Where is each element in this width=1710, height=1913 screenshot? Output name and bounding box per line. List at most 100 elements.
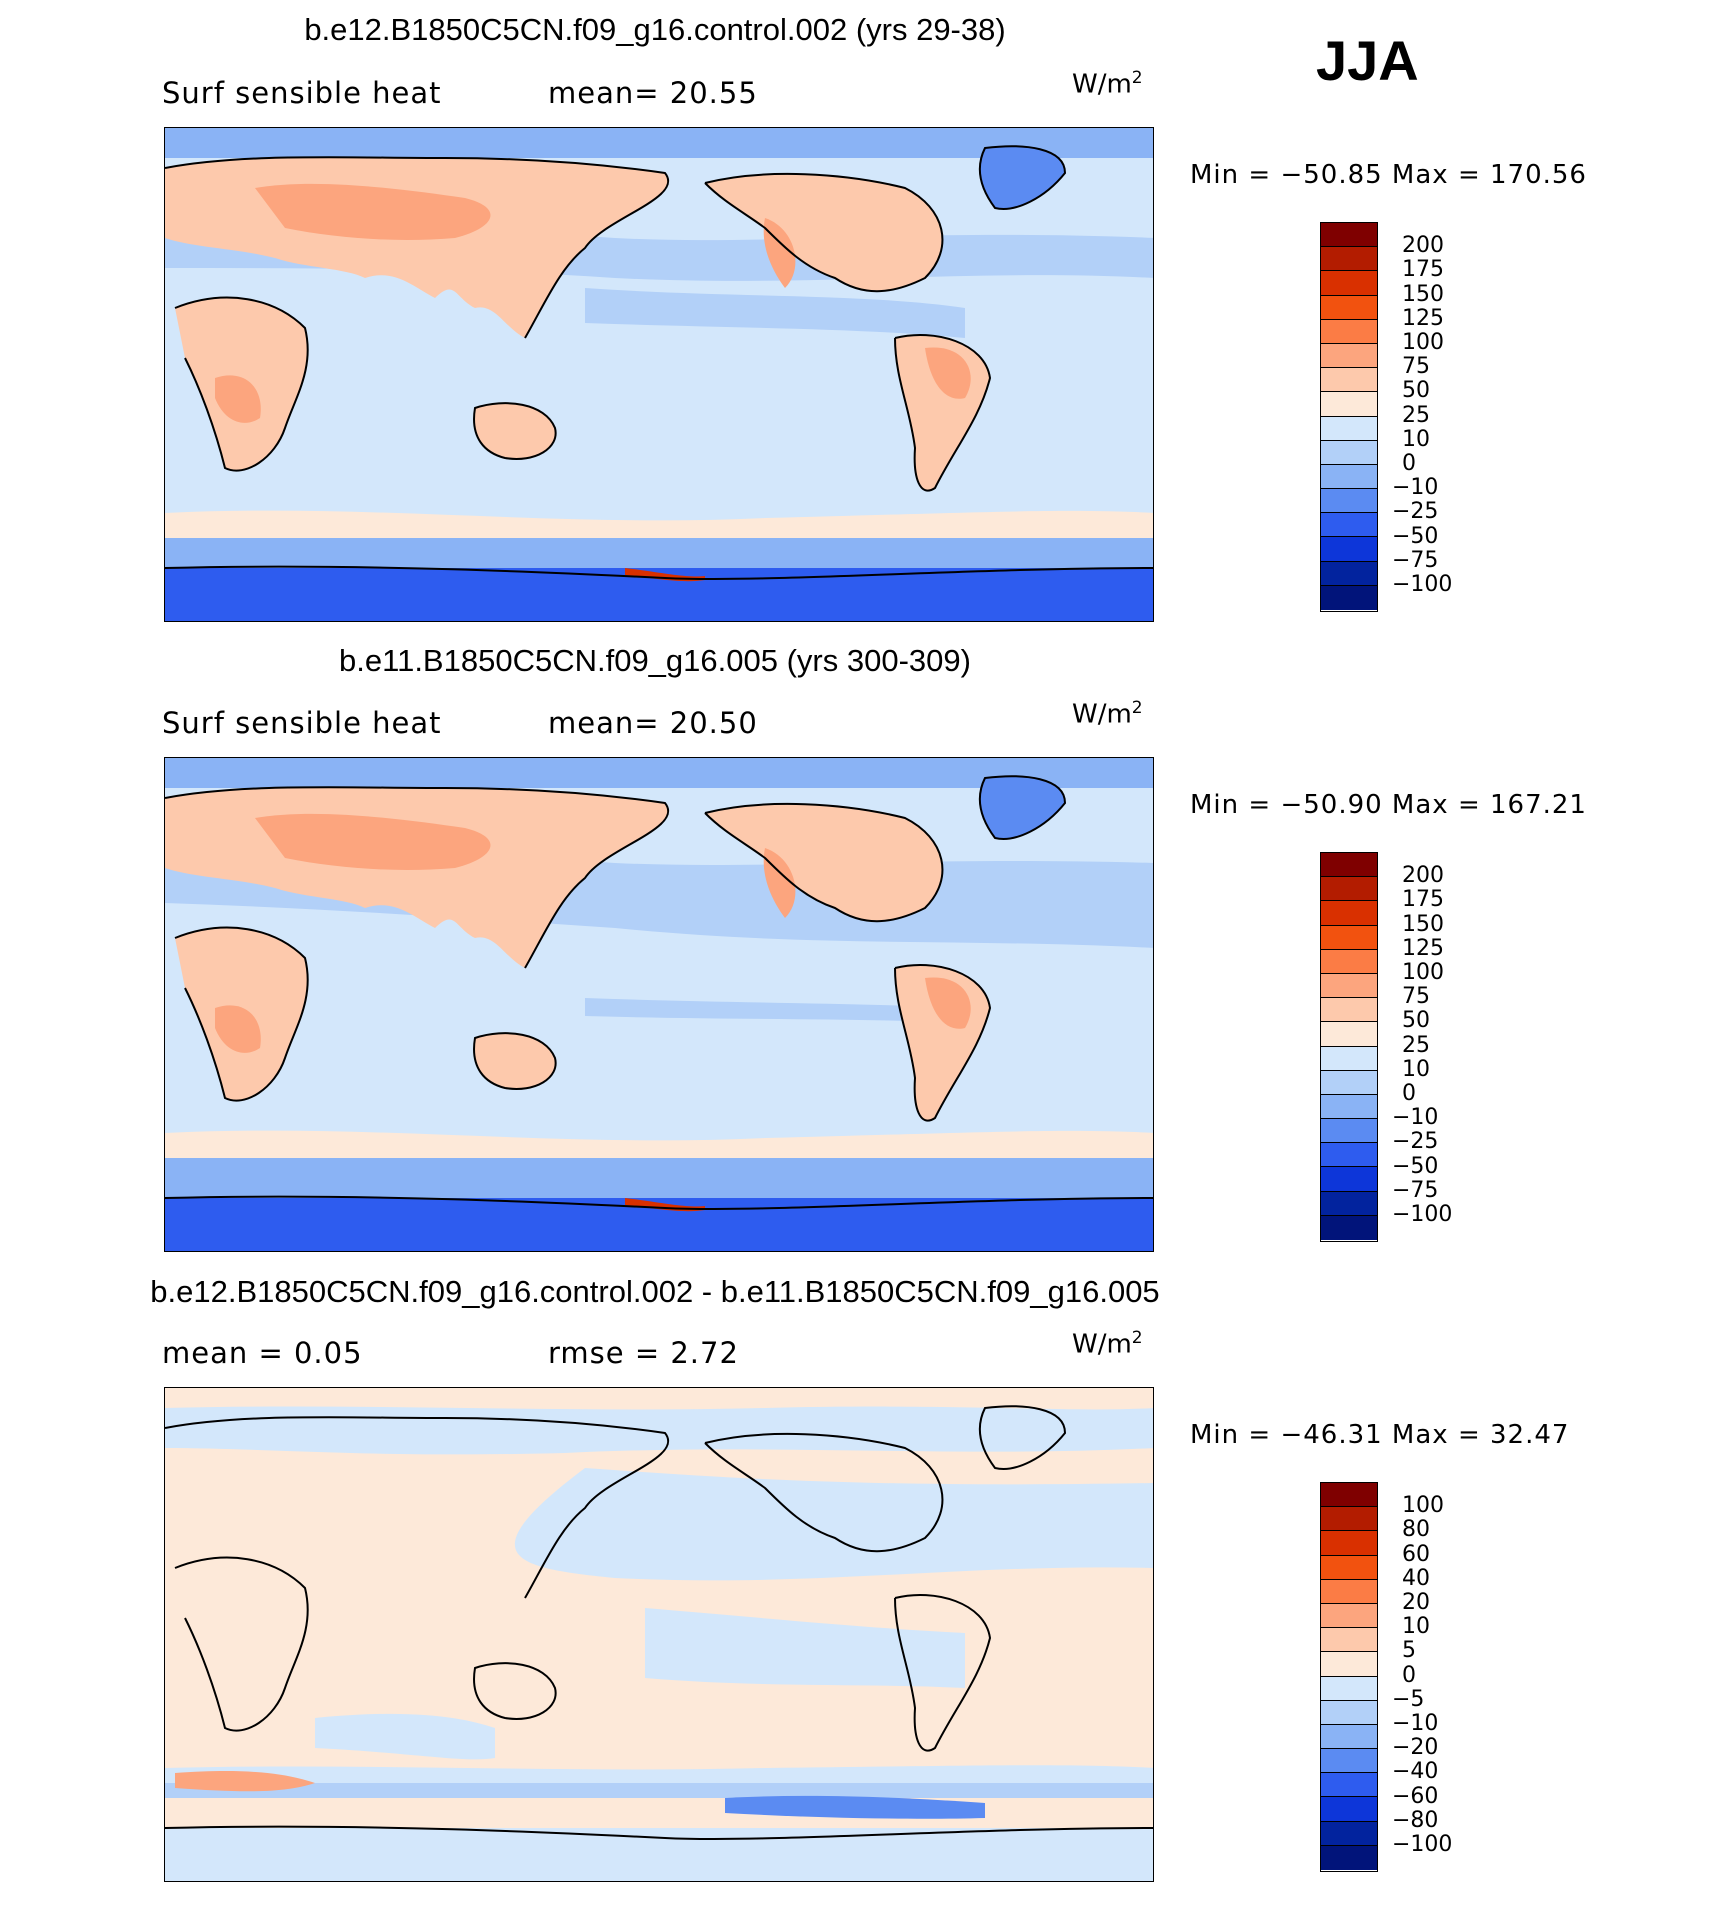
panel-3-title: b.e12.B1850C5CN.f09_g16.control.002 - b.…: [150, 1274, 1160, 1309]
colorbar-tick-label: −10: [1392, 1105, 1439, 1131]
colorbar-segment: [1321, 561, 1377, 586]
colorbar-tick-label: −75: [1392, 547, 1439, 573]
colorbar-segment: [1321, 1773, 1377, 1798]
colorbar-segment: [1321, 1845, 1377, 1870]
colorbar-segment: [1321, 1652, 1377, 1677]
panel-2-units: W/m2: [1072, 698, 1143, 730]
panel-2-title: b.e11.B1850C5CN.f09_g16.005 (yrs 300-309…: [339, 643, 971, 678]
colorbar-segment: [1321, 853, 1377, 878]
colorbar-tick-label: −40: [1392, 1759, 1439, 1785]
colorbar-segment: [1321, 1167, 1377, 1192]
colorbar-tick-label: −100: [1392, 1832, 1453, 1857]
colorbar-tick-label: −25: [1392, 1129, 1439, 1155]
colorbar-segment: [1321, 1821, 1377, 1846]
panel-1-mean-label: mean= 20.55: [548, 76, 758, 110]
colorbar-tick-label: −50: [1392, 1153, 1439, 1179]
colorbar-tick-label: 100: [1402, 960, 1444, 985]
colorbar-tick-label: 0: [1402, 1081, 1416, 1106]
panel-1-map: [164, 127, 1154, 622]
colorbar-segment: [1321, 1191, 1377, 1216]
colorbar-tick-label: 100: [1402, 330, 1444, 355]
colorbar-segment: [1321, 1700, 1377, 1725]
colorbar-segment: [1321, 998, 1377, 1023]
colorbar-tick-label: 80: [1402, 1517, 1430, 1543]
colorbar-segment: [1321, 1119, 1377, 1144]
colorbar-tick-label: 150: [1402, 911, 1444, 937]
colorbar-tick-label: 150: [1402, 281, 1444, 307]
colorbar-segment: [1321, 247, 1377, 272]
colorbar-segment: [1321, 368, 1377, 393]
colorbar-segment: [1321, 1507, 1377, 1532]
colorbar-tick-label: 20: [1402, 1590, 1430, 1615]
panel-3-minmax: Min = −46.31 Max = 32.47: [1190, 1420, 1570, 1450]
panel-2-map-svg: [165, 758, 1153, 1251]
panel-2-minmax: Min = −50.90 Max = 167.21: [1190, 790, 1587, 820]
colorbar-tick-label: 50: [1402, 378, 1430, 404]
colorbar-segment: [1321, 513, 1377, 538]
colorbar-tick-label: 25: [1402, 1032, 1430, 1058]
colorbar-segment: [1321, 1094, 1377, 1120]
panel-3-mean-label: mean = 0.05: [162, 1336, 363, 1370]
colorbar-tick-label: −20: [1392, 1735, 1439, 1761]
colorbar-segment: [1321, 1676, 1377, 1701]
colorbar-tick-label: 60: [1402, 1541, 1430, 1567]
panel-1-variable-label: Surf sensible heat: [162, 76, 442, 110]
colorbar-tick-label: 50: [1402, 1008, 1430, 1034]
colorbar-tick-label: −10: [1392, 475, 1439, 501]
colorbar-tick-label: −100: [1392, 1202, 1453, 1227]
colorbar-segment: [1321, 1628, 1377, 1653]
colorbar-segment: [1321, 392, 1377, 417]
colorbar-tick-label: −100: [1392, 572, 1453, 597]
colorbar-segment: [1321, 585, 1377, 610]
colorbar-tick-label: 75: [1402, 354, 1430, 380]
colorbar-tick-label: −60: [1392, 1783, 1439, 1809]
colorbar-tick-label: 175: [1402, 257, 1444, 283]
colorbar-segment: [1321, 1579, 1377, 1604]
panel-3-rmse-label: rmse = 2.72: [548, 1336, 739, 1370]
colorbar-tick-label: 200: [1402, 863, 1444, 889]
panel-1-minmax: Min = −50.85 Max = 170.56: [1190, 160, 1587, 190]
colorbar-segment: [1321, 537, 1377, 562]
colorbar-segment: [1321, 440, 1377, 465]
colorbar-segment: [1321, 877, 1377, 902]
colorbar-segment: [1321, 271, 1377, 296]
colorbar-tick-label: 125: [1402, 935, 1444, 961]
colorbar-segment: [1321, 1603, 1377, 1629]
colorbar-tick-label: 10: [1402, 426, 1430, 452]
colorbar-tick-label: 125: [1402, 305, 1444, 331]
colorbar-segment: [1321, 1070, 1377, 1095]
panel-3-colorbar: [1320, 1482, 1378, 1873]
colorbar-tick-label: 175: [1402, 887, 1444, 913]
colorbar-segment: [1321, 1531, 1377, 1556]
colorbar-segment: [1321, 1797, 1377, 1822]
colorbar-tick-label: 100: [1402, 1493, 1444, 1519]
colorbar-segment: [1321, 1046, 1377, 1071]
panel-2-map: [164, 757, 1154, 1252]
colorbar-tick-label: 25: [1402, 402, 1430, 428]
colorbar-tick-label: 200: [1402, 233, 1444, 259]
panel-1-map-svg: [165, 128, 1153, 621]
colorbar-segment: [1321, 416, 1377, 441]
colorbar-tick-label: −25: [1392, 499, 1439, 525]
colorbar-segment: [1321, 319, 1377, 344]
colorbar-tick-label: 75: [1402, 984, 1430, 1010]
colorbar-segment: [1321, 949, 1377, 974]
colorbar-tick-label: 40: [1402, 1565, 1430, 1591]
colorbar-tick-label: −80: [1392, 1807, 1439, 1833]
colorbar-segment: [1321, 295, 1377, 320]
colorbar-segment: [1321, 489, 1377, 514]
colorbar-tick-label: −50: [1392, 523, 1439, 549]
panel-3-units: W/m2: [1072, 1328, 1143, 1360]
colorbar-segment: [1321, 1749, 1377, 1774]
colorbar-segment: [1321, 1724, 1377, 1750]
colorbar-segment: [1321, 973, 1377, 999]
colorbar-tick-label: −75: [1392, 1177, 1439, 1203]
colorbar-segment: [1321, 925, 1377, 950]
colorbar-segment: [1321, 1555, 1377, 1580]
colorbar-segment: [1321, 901, 1377, 926]
season-label: JJA: [1316, 29, 1419, 92]
panel-3-map-svg: [165, 1388, 1153, 1881]
colorbar-tick-label: 10: [1402, 1614, 1430, 1640]
colorbar-tick-label: 0: [1402, 451, 1416, 476]
colorbar-segment: [1321, 1143, 1377, 1168]
